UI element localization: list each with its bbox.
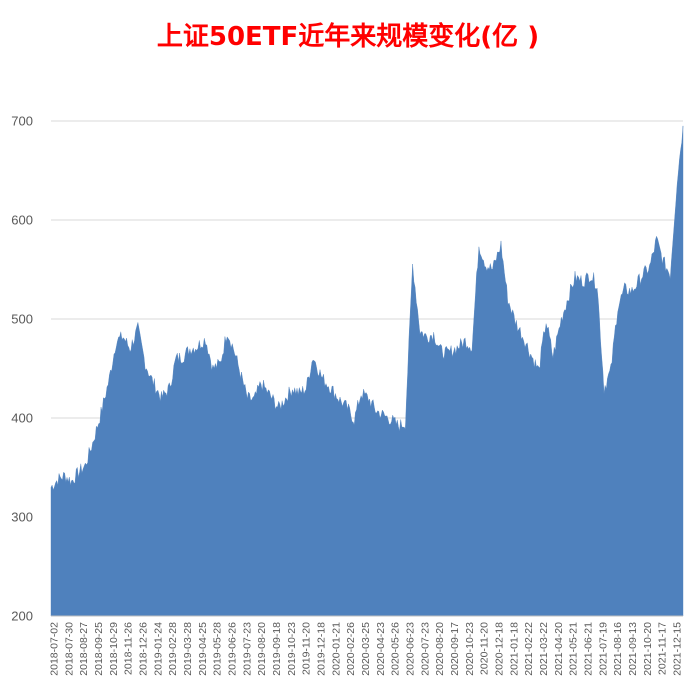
x-tick-label: 2021-07-19: [597, 622, 609, 676]
x-tick-label: 2019-10-23: [286, 622, 298, 676]
area-series-path: [50, 125, 684, 617]
y-tick-label: 600: [11, 213, 33, 228]
x-tick-label: 2020-09-17: [449, 622, 461, 676]
x-tick-label: 2020-12-18: [494, 622, 506, 676]
x-tick-label: 2019-07-23: [241, 622, 253, 676]
x-tick-label: 2021-06-21: [583, 622, 595, 676]
y-tick-label: 300: [11, 510, 33, 525]
x-tick-label: 2018-09-25: [93, 622, 105, 676]
x-tick-label: 2020-02-26: [345, 622, 357, 676]
y-tick-label: 400: [11, 411, 33, 426]
x-tick-label: 2020-03-25: [360, 622, 372, 676]
x-axis: 2018-07-02 2018-07-30 2018-08-27 2018-09-25…: [49, 615, 684, 676]
x-tick-label: 2018-07-30: [63, 622, 75, 676]
x-tick-label: 2020-11-20: [479, 622, 491, 675]
x-tick-label: 2019-06-26: [227, 622, 239, 676]
x-tick-label: 2020-04-23: [375, 622, 387, 676]
x-tick-label: 2018-07-02: [49, 622, 61, 676]
x-tick-label: 2018-10-29: [108, 622, 120, 676]
x-tick-label: 2021-09-13: [627, 622, 639, 676]
x-tick-label: 2018-11-26: [123, 622, 135, 675]
x-tick-label: 2021-04-20: [553, 622, 565, 676]
area-series: [50, 125, 684, 617]
chart-title: 上证50ETF近年来规模变化(亿 ): [156, 22, 540, 52]
x-tick-label: 2020-05-26: [390, 622, 402, 676]
x-tick-label: 2019-09-18: [271, 622, 283, 676]
x-tick-label: 2021-02-22: [523, 622, 535, 676]
x-tick-label: 2019-05-28: [212, 622, 224, 676]
y-axis: 200 300 400 500 600 700: [11, 114, 33, 624]
x-tick-label: 2021-11-17: [657, 622, 669, 675]
y-tick-label: 700: [11, 114, 33, 129]
x-tick-label: 2019-03-28: [182, 622, 194, 676]
x-tick-label: 2018-08-27: [78, 622, 90, 676]
x-tick-label: 2020-06-23: [405, 622, 417, 676]
x-tick-label: 2021-10-20: [642, 622, 654, 676]
x-tick-label: 2020-01-21: [330, 622, 342, 676]
x-tick-label: 2021-01-18: [508, 622, 520, 676]
x-tick-label: 2019-04-25: [197, 622, 209, 676]
y-tick-label: 200: [11, 609, 33, 624]
x-tick-label: 2021-12-15: [672, 622, 684, 676]
x-tick-label: 2020-07-23: [419, 622, 431, 676]
x-tick-label: 2021-03-22: [538, 622, 550, 676]
x-tick-label: 2021-05-21: [568, 622, 580, 676]
x-tick-label: 2020-10-23: [464, 622, 476, 676]
y-tick-label: 500: [11, 312, 33, 327]
x-tick-label: 2019-12-18: [316, 622, 328, 676]
x-tick-label: 2020-08-20: [434, 622, 446, 676]
x-tick-label: 2021-08-16: [612, 622, 624, 676]
x-tick-label: 2019-11-20: [301, 622, 313, 675]
x-tick-label: 2018-12-26: [138, 622, 150, 676]
x-tick-label: 2019-08-20: [256, 622, 268, 676]
x-tick-label: 2019-01-24: [152, 622, 164, 676]
x-tick-label: 2019-02-28: [167, 622, 179, 676]
